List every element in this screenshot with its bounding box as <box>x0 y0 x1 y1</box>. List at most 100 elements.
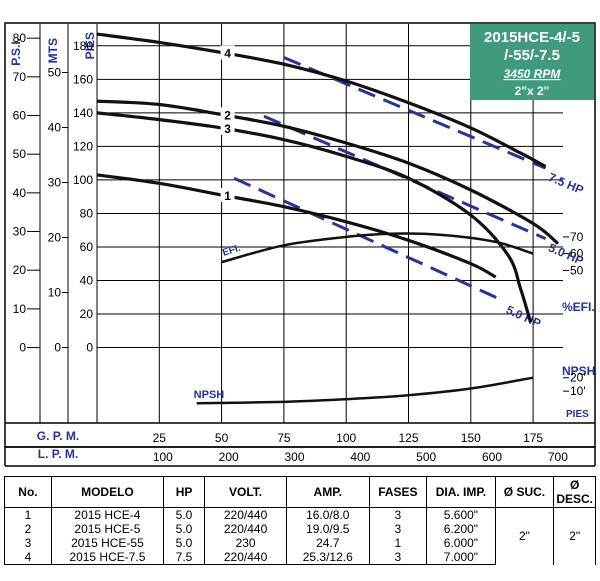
pies-tick-label: 40 <box>80 274 94 288</box>
psi-tick-label: 60 <box>13 109 27 123</box>
pies-tick-label: 0 <box>86 341 93 355</box>
lpm-tick-label: 200 <box>219 450 239 464</box>
hp-line-label: 5.0 HP <box>504 303 543 331</box>
table-row: 4 2015 HCE-7.5 7.5 220/440 25.3/12.6 3 7… <box>4 550 596 565</box>
gpm-axis-label: G. P. M. <box>37 429 79 443</box>
pies-tick-label: 180 <box>73 39 93 53</box>
pies-tick-label: 80 <box>80 206 94 220</box>
chart-title-line-2: /-55/-7.5 <box>504 47 560 64</box>
hp-line <box>233 176 504 302</box>
pies-tick-label: 60 <box>80 240 94 254</box>
header-volt: VOLT. <box>204 476 288 508</box>
header-amp: AMP. <box>286 476 370 508</box>
cell-amp: 25.3/12.6 <box>286 550 370 565</box>
gpm-tick-label: 150 <box>461 431 481 445</box>
cell-hp: 5.0 <box>162 536 206 550</box>
cell-no: 3 <box>4 536 52 550</box>
curve-label: 1 <box>224 189 231 203</box>
cell-modelo: 2015 HCE-4 <box>50 507 164 522</box>
lpm-tick-label: 300 <box>284 450 304 464</box>
table-row: 3 2015 HCE-55 5.0 230 24.7 1 6.000" <box>4 536 596 550</box>
cell-fases: 3 <box>368 550 428 565</box>
hp-line <box>283 56 547 170</box>
gpm-tick-label: 50 <box>215 431 229 445</box>
gpm-tick-label: 100 <box>336 431 356 445</box>
hp-line-label: 7.5 HP <box>546 170 585 197</box>
pies-tick-label: 100 <box>73 173 93 187</box>
psi-tick-label: 30 <box>13 225 27 239</box>
head-curves: 1 23 4 EFI. NPSH <box>96 32 560 405</box>
gpm-tick-label: 75 <box>277 431 291 445</box>
cell-modelo: 2015 HCE-7.5 <box>50 550 164 565</box>
mts-axis-label: MTS <box>46 38 60 63</box>
cell-hp: 7.5 <box>162 550 206 565</box>
chart-subtitle: 3450 RPM <box>504 67 562 81</box>
header-fases: FASES <box>368 476 428 508</box>
npsh-unit-label: PIES <box>566 409 589 420</box>
hp-line-label: 5.0 HP <box>546 241 585 268</box>
head-curve <box>96 32 547 168</box>
psi-tick-label: 50 <box>13 147 27 161</box>
lpm-tick-label: 400 <box>350 450 370 464</box>
cell-hp: 5.0 <box>162 522 206 536</box>
table-header-row: No. MODELO HP VOLT. AMP. FASES DIA. IMP.… <box>4 476 596 508</box>
x-axis-ticks: 25 50 75 100 125 150 175 100 200 300 400 500 600 700 <box>153 431 569 464</box>
header-no: No. <box>4 476 52 508</box>
cell-hp: 5.0 <box>162 507 206 522</box>
efi-axis-label: %EFI. <box>562 300 595 314</box>
cell-fases: 3 <box>368 522 428 536</box>
header-dia-imp: DIA. IMP. <box>426 476 496 508</box>
cell-volt: 220/440 <box>204 522 288 536</box>
head-curve <box>96 99 560 245</box>
cell-discharge: 2" <box>553 507 596 565</box>
lpm-tick-label: 700 <box>548 450 568 464</box>
right-axis-ticks: 70 60 50 20'10' <box>563 230 586 398</box>
npsh-tick-label: 10' <box>570 384 586 398</box>
efi-tick-label: 50 <box>570 263 584 277</box>
cell-no: 4 <box>4 550 52 565</box>
cell-fases: 1 <box>368 536 428 550</box>
lpm-axis-label: L. P. M. <box>38 447 78 461</box>
psi-tick-label: 0 <box>19 341 26 355</box>
pipe-size: 2"x 2" <box>515 84 550 98</box>
left-axis-ticks: 0 10 20 30 40 50 60 70 80 0 10 20 30 40 50 0 20 40 60 80 100… <box>13 31 94 354</box>
cell-amp: 16.0/8.0 <box>286 507 370 522</box>
lpm-tick-label: 100 <box>153 450 173 464</box>
header-hp: HP <box>162 476 206 508</box>
cell-amp: 24.7 <box>286 536 370 550</box>
mts-tick-label: 40 <box>48 121 62 135</box>
gpm-tick-label: 175 <box>523 431 543 445</box>
pies-tick-label: 140 <box>73 106 93 120</box>
efficiency-curve <box>221 232 534 264</box>
psi-tick-label: 40 <box>13 186 27 200</box>
cell-modelo: 2015 HCE-55 <box>50 536 164 550</box>
npsh-tick-label: 20' <box>570 371 586 385</box>
gpm-tick-label: 25 <box>153 431 167 445</box>
pies-tick-label: 120 <box>73 139 93 153</box>
cell-amp: 19.0/9.5 <box>286 522 370 536</box>
pies-tick-label: 20 <box>80 307 94 321</box>
pump-curve-chart: P.S.I. MTS PIES 010203040506070800102030… <box>4 22 596 467</box>
curve-label-bg <box>220 45 235 60</box>
pies-axis-label: PIES <box>83 32 97 59</box>
header-desc: Ø DESC. <box>553 476 596 508</box>
cell-suction: 2" <box>494 507 555 565</box>
head-curve <box>96 111 533 323</box>
psi-tick-label: 80 <box>13 31 27 45</box>
mts-tick-label: 20 <box>48 231 62 245</box>
lpm-tick-label: 500 <box>416 450 436 464</box>
curve-label-bg <box>220 187 235 202</box>
chart-title-line-1: 2015HCE-4/-5 <box>484 29 580 46</box>
header-suc: Ø SUC. <box>494 476 555 508</box>
table-row: 2 2015 HCE-5 5.0 220/440 19.0/9.5 3 6.20… <box>4 522 596 536</box>
cell-volt: 220/440 <box>204 550 288 565</box>
mts-tick-label: 50 <box>48 66 62 80</box>
curve-label-bg <box>220 107 235 122</box>
curve-label: 4 <box>224 46 231 60</box>
mts-tick-label: 10 <box>48 286 62 300</box>
efi-tick-label: 60 <box>570 247 584 261</box>
efficiency-label: EFI. <box>221 243 242 259</box>
header-modelo: MODELO <box>50 476 164 508</box>
head-curve <box>96 173 497 279</box>
lpm-tick-label: 600 <box>482 450 502 464</box>
